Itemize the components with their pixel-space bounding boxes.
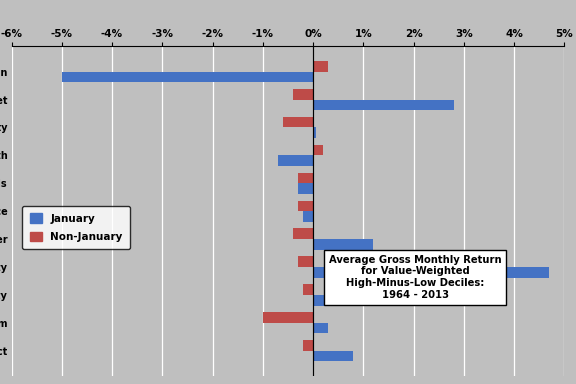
Bar xyxy=(62,72,313,82)
Legend: January, Non-January: January, Non-January xyxy=(22,206,130,249)
Bar xyxy=(303,340,313,351)
Bar xyxy=(298,200,313,211)
Bar xyxy=(313,239,373,250)
Bar xyxy=(303,211,313,222)
Bar xyxy=(313,267,550,278)
Bar xyxy=(313,295,439,306)
Bar xyxy=(293,89,313,99)
Bar xyxy=(313,323,328,333)
Text: Average Gross Monthly Return
for Value-Weighted
High-Minus-Low Deciles:
1964 - 2: Average Gross Monthly Return for Value-W… xyxy=(329,255,502,300)
Bar xyxy=(278,156,313,166)
Bar xyxy=(293,228,313,239)
Bar xyxy=(298,183,313,194)
Bar xyxy=(313,145,323,156)
Bar xyxy=(283,117,313,127)
Bar xyxy=(313,351,353,361)
Bar xyxy=(313,99,454,110)
Bar xyxy=(303,284,313,295)
Bar xyxy=(313,127,316,138)
Bar xyxy=(313,61,328,72)
Bar xyxy=(263,312,313,323)
Bar xyxy=(298,173,313,183)
Bar xyxy=(298,257,313,267)
